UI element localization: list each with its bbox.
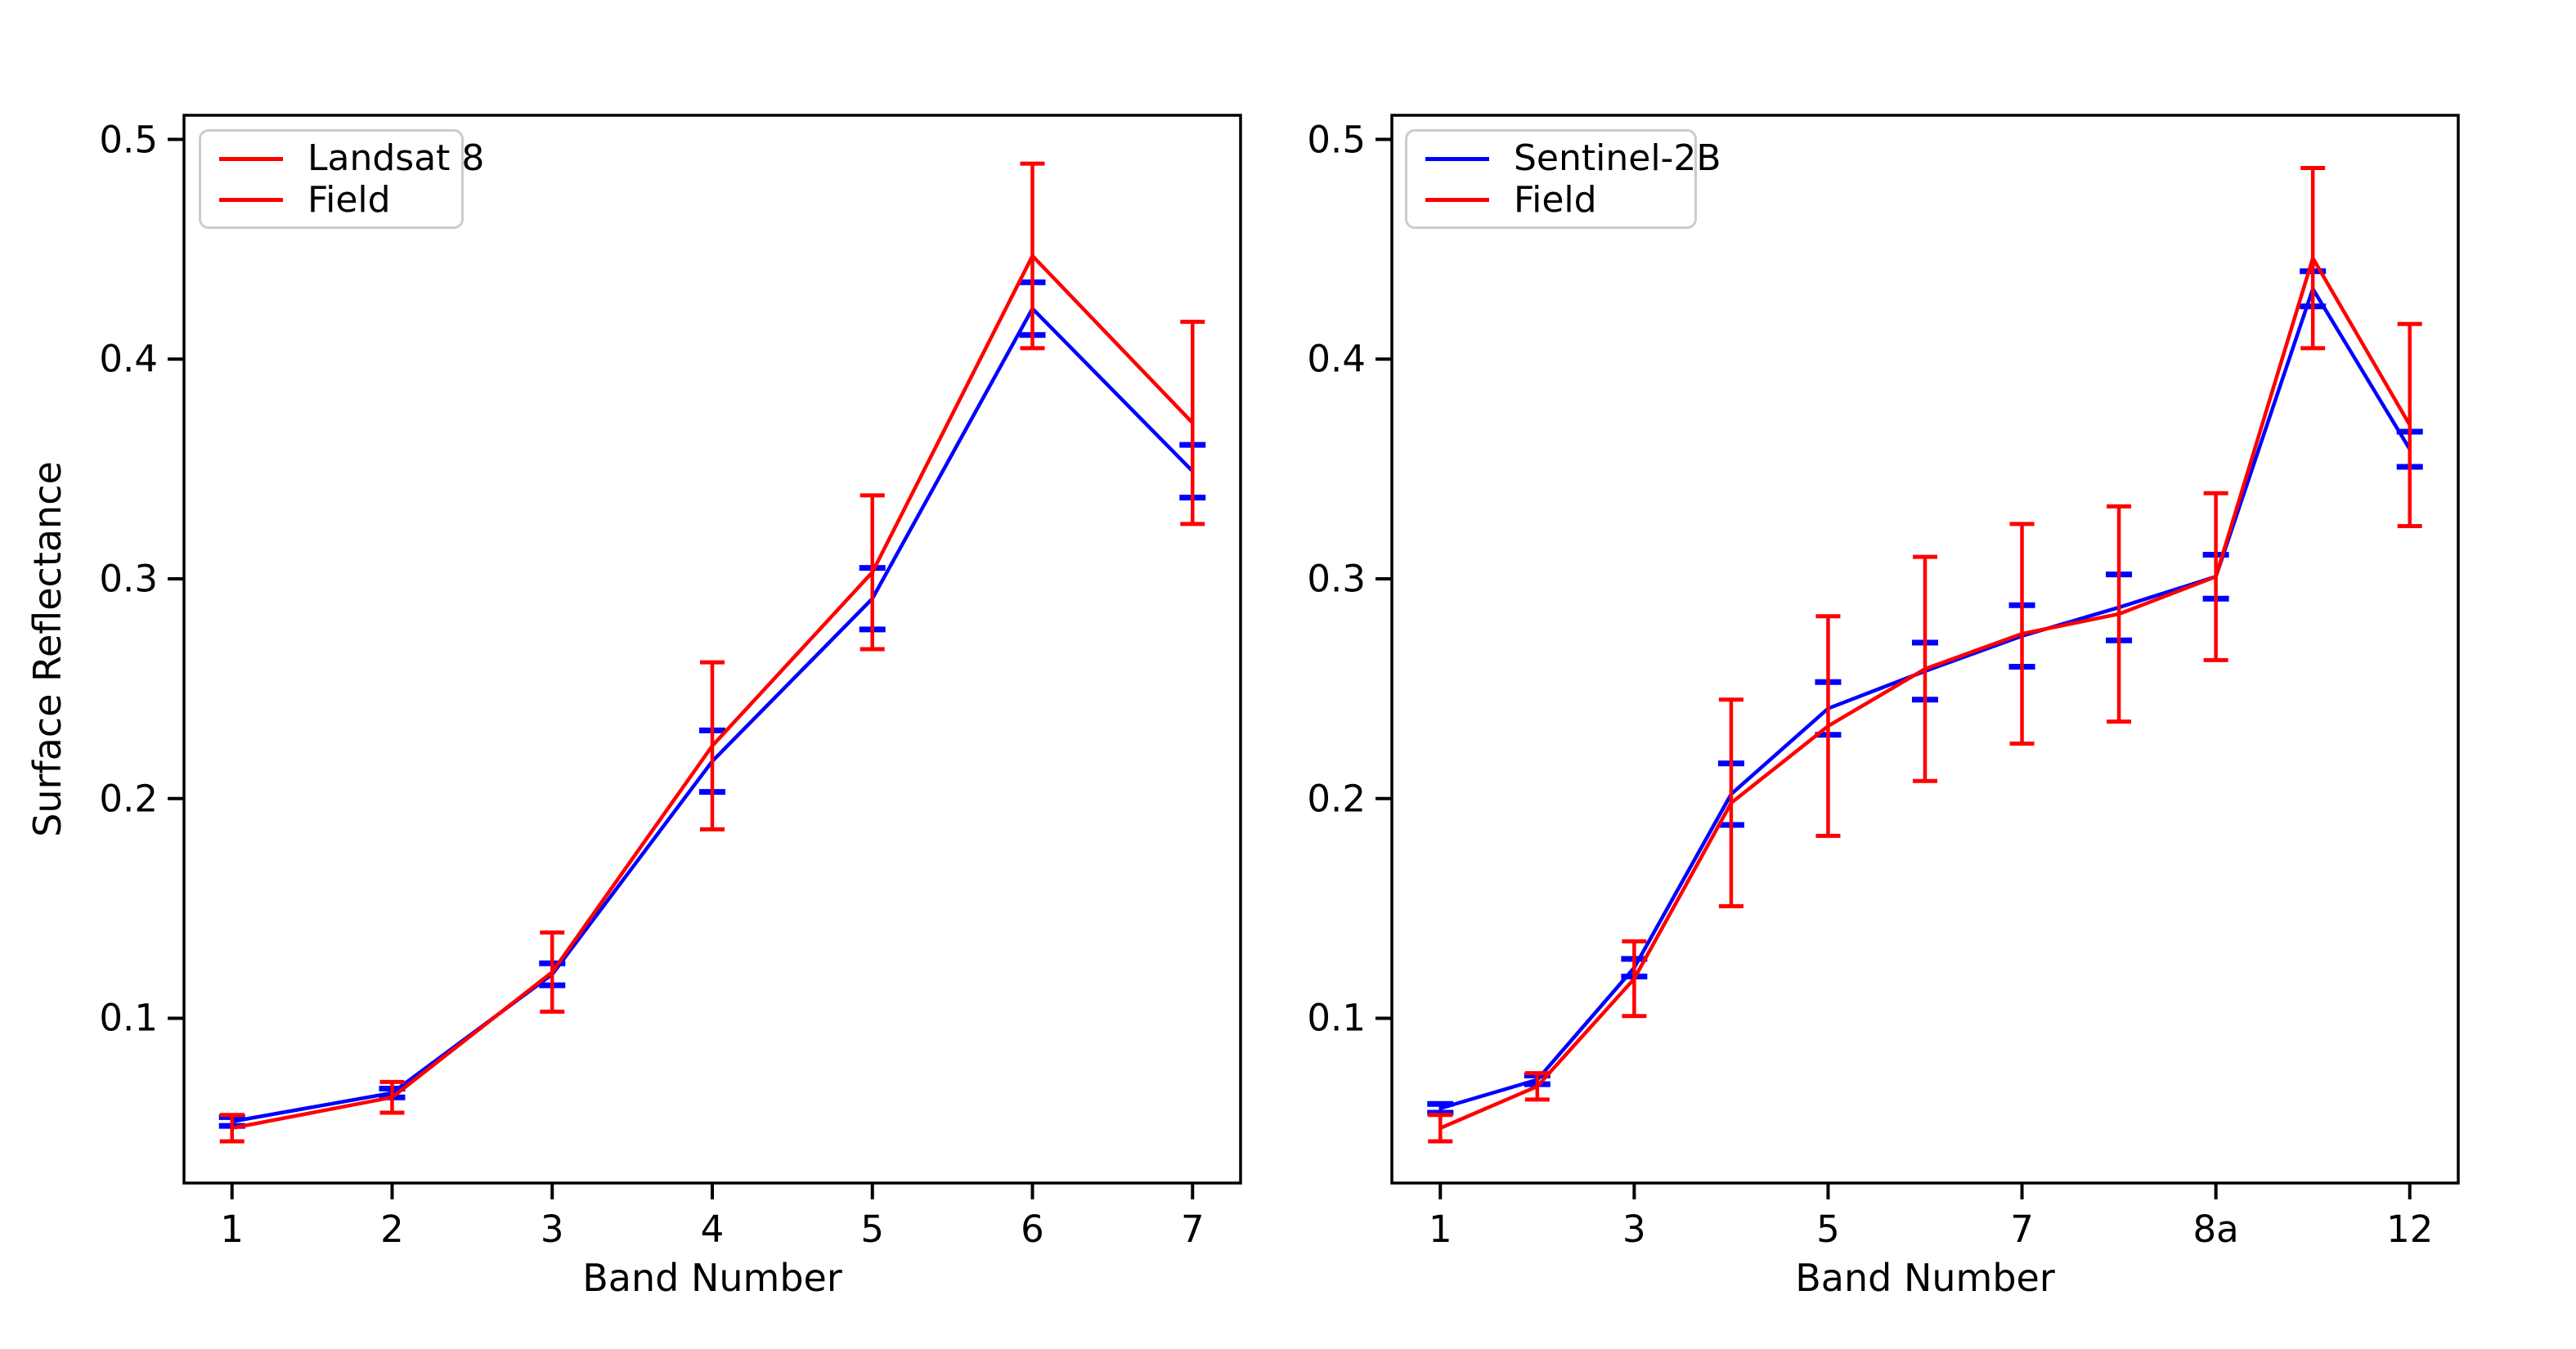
- y-axis-label: Surface Reflectance: [25, 461, 70, 837]
- legend-entry: Field: [1425, 178, 1670, 222]
- plot-border: [182, 114, 1242, 1185]
- legend-line-swatch: [1425, 156, 1489, 161]
- legend-entry: Sentinel-2B: [1425, 137, 1721, 180]
- x-tick-label: 7: [1180, 1208, 1205, 1251]
- y-tick-label: 0.1: [1307, 996, 1366, 1040]
- x-tick-label: 8a: [2192, 1208, 2239, 1251]
- x-tick-label: 1: [1428, 1208, 1452, 1251]
- x-axis-label-right: Band Number: [1795, 1256, 2055, 1300]
- legend-right: Sentinel-2B Field: [1405, 129, 1721, 229]
- x-tick-label: 6: [1021, 1208, 1044, 1251]
- x-tick-label: 3: [1622, 1208, 1646, 1251]
- y-tick-label: 0.1: [99, 996, 158, 1040]
- x-tick-label: 2: [380, 1208, 404, 1251]
- y-tick-label: 0.5: [1307, 118, 1366, 162]
- x-axis-label-left: Band Number: [582, 1256, 842, 1300]
- y-tick-label: 0.4: [99, 337, 158, 381]
- legend-label: Landsat 8: [307, 137, 485, 179]
- legend-line-swatch: [219, 156, 283, 161]
- x-tick-label: 5: [1816, 1208, 1840, 1251]
- y-tick-label: 0.3: [99, 557, 158, 601]
- legend-label: Field: [307, 178, 391, 221]
- legend-entry: Landsat 8: [219, 137, 484, 180]
- legend-left: Landsat 8 Field: [199, 129, 484, 229]
- x-tick-label: 12: [2386, 1208, 2434, 1251]
- y-tick-label: 0.5: [99, 118, 158, 162]
- legend-entry: Field: [219, 178, 437, 222]
- x-tick-label: 1: [220, 1208, 245, 1251]
- x-tick-label: 3: [540, 1208, 564, 1251]
- x-tick-label: 4: [700, 1208, 725, 1251]
- y-tick-label: 0.2: [99, 777, 158, 821]
- y-tick-label: 0.2: [1307, 777, 1366, 821]
- plot-border: [1390, 114, 2460, 1185]
- legend-label: Sentinel-2B: [1514, 137, 1721, 179]
- legend-line-swatch: [1425, 198, 1489, 203]
- x-tick-label: 5: [860, 1208, 885, 1251]
- y-tick-label: 0.3: [1307, 557, 1366, 601]
- x-tick-label: 7: [2010, 1208, 2034, 1251]
- y-tick-label: 0.4: [1307, 337, 1366, 381]
- legend-label: Field: [1514, 178, 1597, 221]
- legend-line-swatch: [219, 198, 283, 203]
